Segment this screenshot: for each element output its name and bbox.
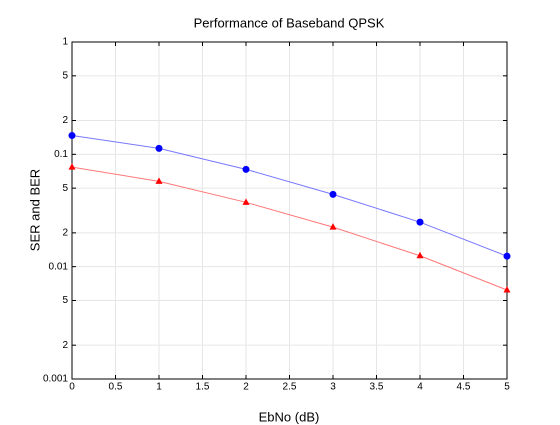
x-axis-label: EbNo (dB)	[259, 409, 320, 424]
data-point	[329, 223, 337, 230]
x-tick-label: 5	[504, 382, 510, 393]
data-point	[155, 144, 163, 152]
y-axis-label: SER and BER	[27, 169, 42, 251]
x-tick-label: 3.5	[370, 382, 384, 393]
data-point	[416, 218, 424, 226]
plot-frame	[71, 41, 508, 380]
data-point	[242, 198, 250, 205]
data-point	[329, 190, 337, 198]
y-tick-label: 2	[62, 227, 68, 238]
data-point	[416, 251, 424, 259]
y-tick-label: 2	[62, 115, 68, 126]
x-tick-label: 0	[69, 382, 75, 393]
y-tick-label: 1	[62, 37, 68, 48]
x-tick-label: 1.5	[196, 382, 210, 393]
y-tick-label: 5	[62, 295, 68, 306]
y-tick-label: 0.01	[49, 261, 69, 272]
y-tick-label: 0.001	[43, 374, 68, 385]
x-tick-label: 0.5	[109, 382, 123, 393]
series-line	[71, 166, 508, 291]
data-point	[242, 165, 250, 173]
data-point	[68, 163, 76, 170]
chart-title: Performance of Baseband QPSK	[194, 15, 385, 30]
x-tick-label: 4	[417, 382, 423, 393]
x-tick-label: 4.5	[457, 382, 471, 393]
x-tick-label: 2.5	[283, 382, 297, 393]
y-tick-label: 0.1	[54, 149, 68, 160]
series-line	[71, 135, 508, 257]
y-tick-label: 5	[62, 70, 68, 81]
y-tick-label: 5	[62, 183, 68, 194]
data-point	[155, 177, 163, 184]
x-tick-label: 2	[243, 382, 249, 393]
y-tick-label: 2	[62, 340, 68, 351]
data-point	[68, 132, 76, 140]
x-tick-label: 1	[156, 382, 162, 393]
data-point	[503, 285, 511, 293]
x-tick-label: 3	[330, 382, 336, 393]
data-point	[503, 252, 511, 260]
